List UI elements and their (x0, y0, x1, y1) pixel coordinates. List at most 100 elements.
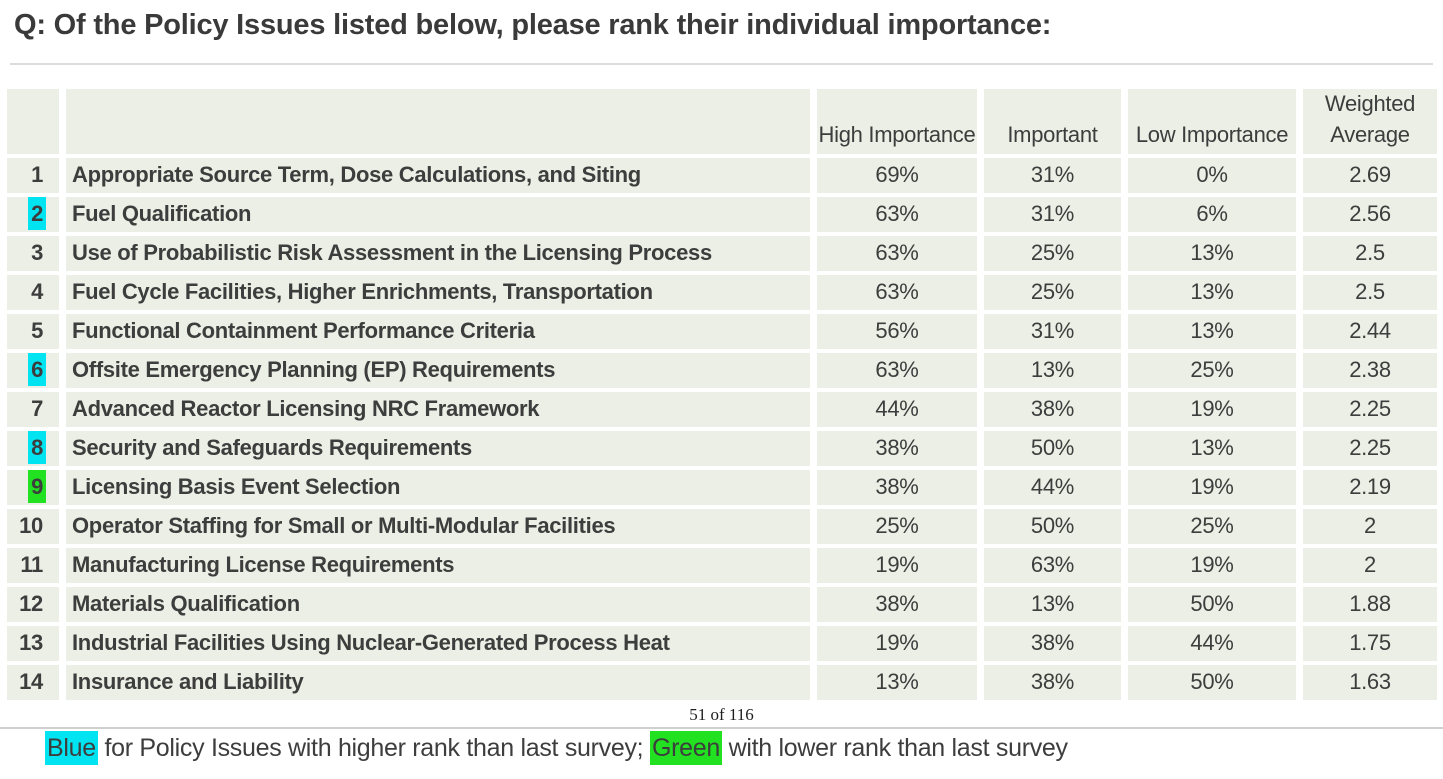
legend-green-text: with lower rank than last survey (721, 733, 1068, 762)
high-importance-value: 19% (817, 547, 977, 583)
high-importance-value: 56% (817, 313, 977, 349)
weighted-average-value: 1.88 (1303, 586, 1437, 622)
important-value: 44% (984, 469, 1121, 505)
rank-cell: 4 (7, 274, 59, 310)
table-row: 14 Insurance and Liability 13% 38% 50% 1… (7, 664, 1437, 700)
legend-blue-swatch: Blue (45, 730, 98, 765)
table-row: 2 Fuel Qualification 63% 31% 6% 2.56 (7, 196, 1437, 232)
important-value: 31% (984, 313, 1121, 349)
weighted-average-value: 1.63 (1303, 664, 1437, 700)
low-importance-value: 13% (1128, 313, 1296, 349)
issue-name: Security and Safeguards Requirements (66, 430, 810, 466)
rank-cell: 10 (7, 508, 59, 544)
rank-cell: 7 (7, 391, 59, 427)
rank-value: 2 (28, 197, 46, 231)
rank-cell: 2 (7, 196, 59, 232)
low-importance-value: 25% (1128, 352, 1296, 388)
important-value: 50% (984, 430, 1121, 466)
weighted-average-value: 2.56 (1303, 196, 1437, 232)
high-importance-value: 19% (817, 625, 977, 661)
issue-name: Functional Containment Performance Crite… (66, 313, 810, 349)
table-row: 13 Industrial Facilities Using Nuclear-G… (7, 625, 1437, 661)
footer-divider (0, 726, 1443, 729)
low-importance-value: 50% (1128, 664, 1296, 700)
issue-name: Licensing Basis Event Selection (66, 469, 810, 505)
low-importance-value: 13% (1128, 274, 1296, 310)
important-value: 50% (984, 508, 1121, 544)
rank-value: 7 (31, 396, 43, 422)
table-row: 11 Manufacturing License Requirements 19… (7, 547, 1437, 583)
header-high-importance: High Importance (817, 89, 977, 154)
legend: Blue for Policy Issues with higher rank … (0, 729, 1443, 765)
weighted-average-value: 2.44 (1303, 313, 1437, 349)
weighted-average-value: 2 (1303, 508, 1437, 544)
issue-name: Operator Staffing for Small or Multi-Mod… (66, 508, 810, 544)
table-row: 10 Operator Staffing for Small or Multi-… (7, 508, 1437, 544)
high-importance-value: 63% (817, 196, 977, 232)
header-row: High Importance Important Low Importance… (7, 89, 1437, 154)
high-importance-value: 38% (817, 430, 977, 466)
rank-value: 1 (31, 162, 43, 188)
header-low-importance: Low Importance (1128, 89, 1296, 154)
rank-value: 8 (28, 431, 46, 465)
issue-name: Advanced Reactor Licensing NRC Framework (66, 391, 810, 427)
low-importance-value: 19% (1128, 547, 1296, 583)
rank-cell: 12 (7, 586, 59, 622)
weighted-average-value: 2.25 (1303, 391, 1437, 427)
low-importance-value: 6% (1128, 196, 1296, 232)
rank-cell: 13 (7, 625, 59, 661)
header-rank (7, 89, 59, 154)
low-importance-value: 50% (1128, 586, 1296, 622)
rank-value: 9 (28, 470, 46, 504)
header-important: Important (984, 89, 1121, 154)
table-row: 12 Materials Qualification 38% 13% 50% 1… (7, 586, 1437, 622)
issue-name: Fuel Qualification (66, 196, 810, 232)
rank-cell: 11 (7, 547, 59, 583)
important-value: 25% (984, 235, 1121, 271)
page-number: 51 of 116 (689, 704, 754, 724)
rank-value: 11 (20, 552, 43, 578)
table-row: 4 Fuel Cycle Facilities, Higher Enrichme… (7, 274, 1437, 310)
weighted-average-value: 2 (1303, 547, 1437, 583)
rank-cell: 14 (7, 664, 59, 700)
table-row: 5 Functional Containment Performance Cri… (7, 313, 1437, 349)
high-importance-value: 63% (817, 274, 977, 310)
important-value: 31% (984, 157, 1121, 193)
table-row: 6 Offsite Emergency Planning (EP) Requir… (7, 352, 1437, 388)
important-value: 63% (984, 547, 1121, 583)
low-importance-value: 13% (1128, 235, 1296, 271)
high-importance-value: 63% (817, 235, 977, 271)
table-row: 7 Advanced Reactor Licensing NRC Framewo… (7, 391, 1437, 427)
important-value: 13% (984, 352, 1121, 388)
important-value: 13% (984, 586, 1121, 622)
low-importance-value: 25% (1128, 508, 1296, 544)
table-row: 8 Security and Safeguards Requirements 3… (7, 430, 1437, 466)
rank-cell: 3 (7, 235, 59, 271)
weighted-average-value: 2.69 (1303, 157, 1437, 193)
issue-name: Appropriate Source Term, Dose Calculatio… (66, 157, 810, 193)
high-importance-value: 25% (817, 508, 977, 544)
important-value: 25% (984, 274, 1121, 310)
weighted-average-value: 2.38 (1303, 352, 1437, 388)
rank-cell: 5 (7, 313, 59, 349)
issue-name: Insurance and Liability (66, 664, 810, 700)
weighted-average-value: 2.5 (1303, 235, 1437, 271)
low-importance-value: 0% (1128, 157, 1296, 193)
high-importance-value: 44% (817, 391, 977, 427)
table-row: 1 Appropriate Source Term, Dose Calculat… (7, 157, 1437, 193)
rank-value: 14 (19, 669, 43, 695)
issue-name: Manufacturing License Requirements (66, 547, 810, 583)
rank-value: 6 (28, 353, 46, 387)
rank-value: 3 (31, 240, 43, 266)
issue-name: Materials Qualification (66, 586, 810, 622)
issue-name: Industrial Facilities Using Nuclear-Gene… (66, 625, 810, 661)
rank-value: 13 (19, 630, 43, 656)
rank-cell: 9 (7, 469, 59, 505)
low-importance-value: 19% (1128, 391, 1296, 427)
header-weighted-average: Weighted Average (1303, 89, 1437, 154)
page-title: Q: Of the Policy Issues listed below, pl… (14, 9, 1052, 41)
important-value: 31% (984, 196, 1121, 232)
weighted-average-value: 2.19 (1303, 469, 1437, 505)
high-importance-value: 13% (817, 664, 977, 700)
